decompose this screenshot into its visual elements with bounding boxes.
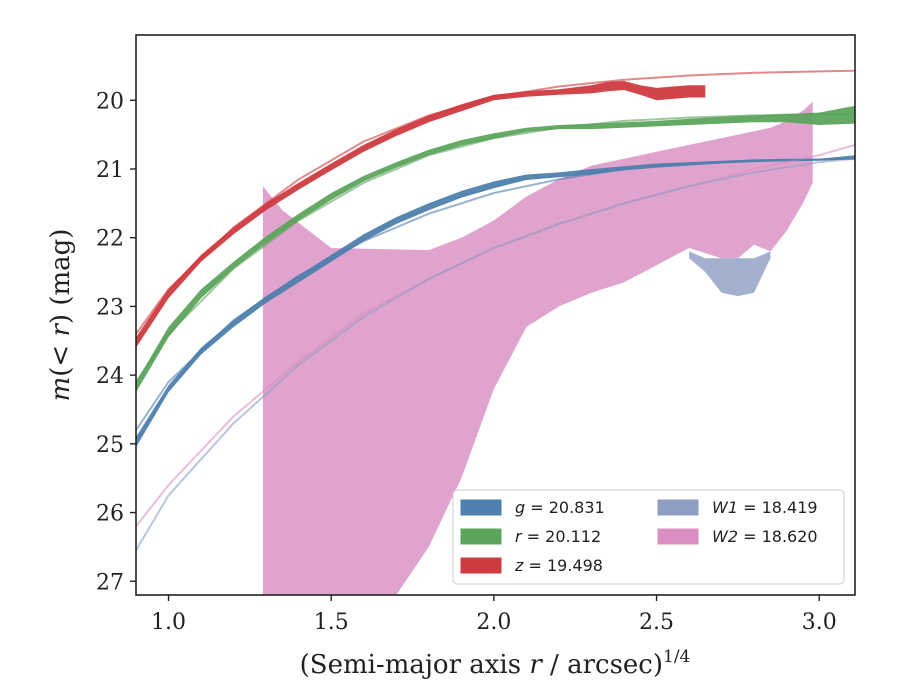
legend-swatch xyxy=(657,528,699,545)
model-curve-r xyxy=(136,113,855,383)
legend-item-W1: W1 = 18.419 xyxy=(657,498,818,517)
y-axis-label: m(< r) (mag) xyxy=(46,229,76,402)
legend-swatch xyxy=(657,499,699,516)
legend-swatch xyxy=(460,499,502,516)
y-tick-label: 21 xyxy=(96,158,124,183)
legend-label: z = 19.498 xyxy=(514,556,603,575)
model-curve-W1 xyxy=(136,157,855,551)
model-curve-g xyxy=(136,157,855,431)
legend-swatch xyxy=(460,557,502,574)
legend-label: W2 = 18.620 xyxy=(712,527,818,546)
y-tick-label: 20 xyxy=(96,89,124,114)
legend-item-g: g = 20.831 xyxy=(460,498,605,517)
band-W2 xyxy=(262,101,813,595)
error-bands xyxy=(136,81,855,595)
model-curve-z xyxy=(136,69,855,335)
y-tick-label: 27 xyxy=(96,570,124,595)
legend-item-r: r = 20.112 xyxy=(460,527,601,546)
x-axis-label: (Semi-major axis r / arcsec)1/4 xyxy=(300,647,691,680)
legend-swatch xyxy=(460,528,502,545)
legend-label: W1 = 18.419 xyxy=(712,498,818,517)
model-curves xyxy=(136,69,855,551)
legend-box xyxy=(452,489,845,585)
legend: g = 20.831 r = 20.112 z = 19.498 W1 = 18.41… xyxy=(452,489,845,585)
y-tick-label: 24 xyxy=(96,364,124,389)
legend-item-z: z = 19.498 xyxy=(460,556,603,575)
y-tick-label: 26 xyxy=(96,502,124,527)
x-tick-label: 3.0 xyxy=(802,610,837,635)
legend-item-W2: W2 = 18.620 xyxy=(657,527,818,546)
x-tick-label: 2.0 xyxy=(476,610,511,635)
y-tick-label: 22 xyxy=(96,227,124,252)
y-tick-label: 23 xyxy=(96,295,124,320)
legend-label: g = 20.831 xyxy=(515,498,605,517)
x-tick-label: 2.5 xyxy=(639,610,674,635)
band-W1 xyxy=(689,251,771,297)
legend-label: r = 20.112 xyxy=(515,527,601,546)
x-tick-label: 1.0 xyxy=(151,610,186,635)
y-axis-ticks: 20 21 22 23 24 25 26 27 xyxy=(96,89,136,595)
plot-frame xyxy=(135,34,856,596)
x-tick-label: 1.5 xyxy=(314,610,349,635)
y-tick-label: 25 xyxy=(96,433,124,458)
x-axis-ticks: 1.0 1.5 2.0 2.5 3.0 xyxy=(151,595,837,635)
